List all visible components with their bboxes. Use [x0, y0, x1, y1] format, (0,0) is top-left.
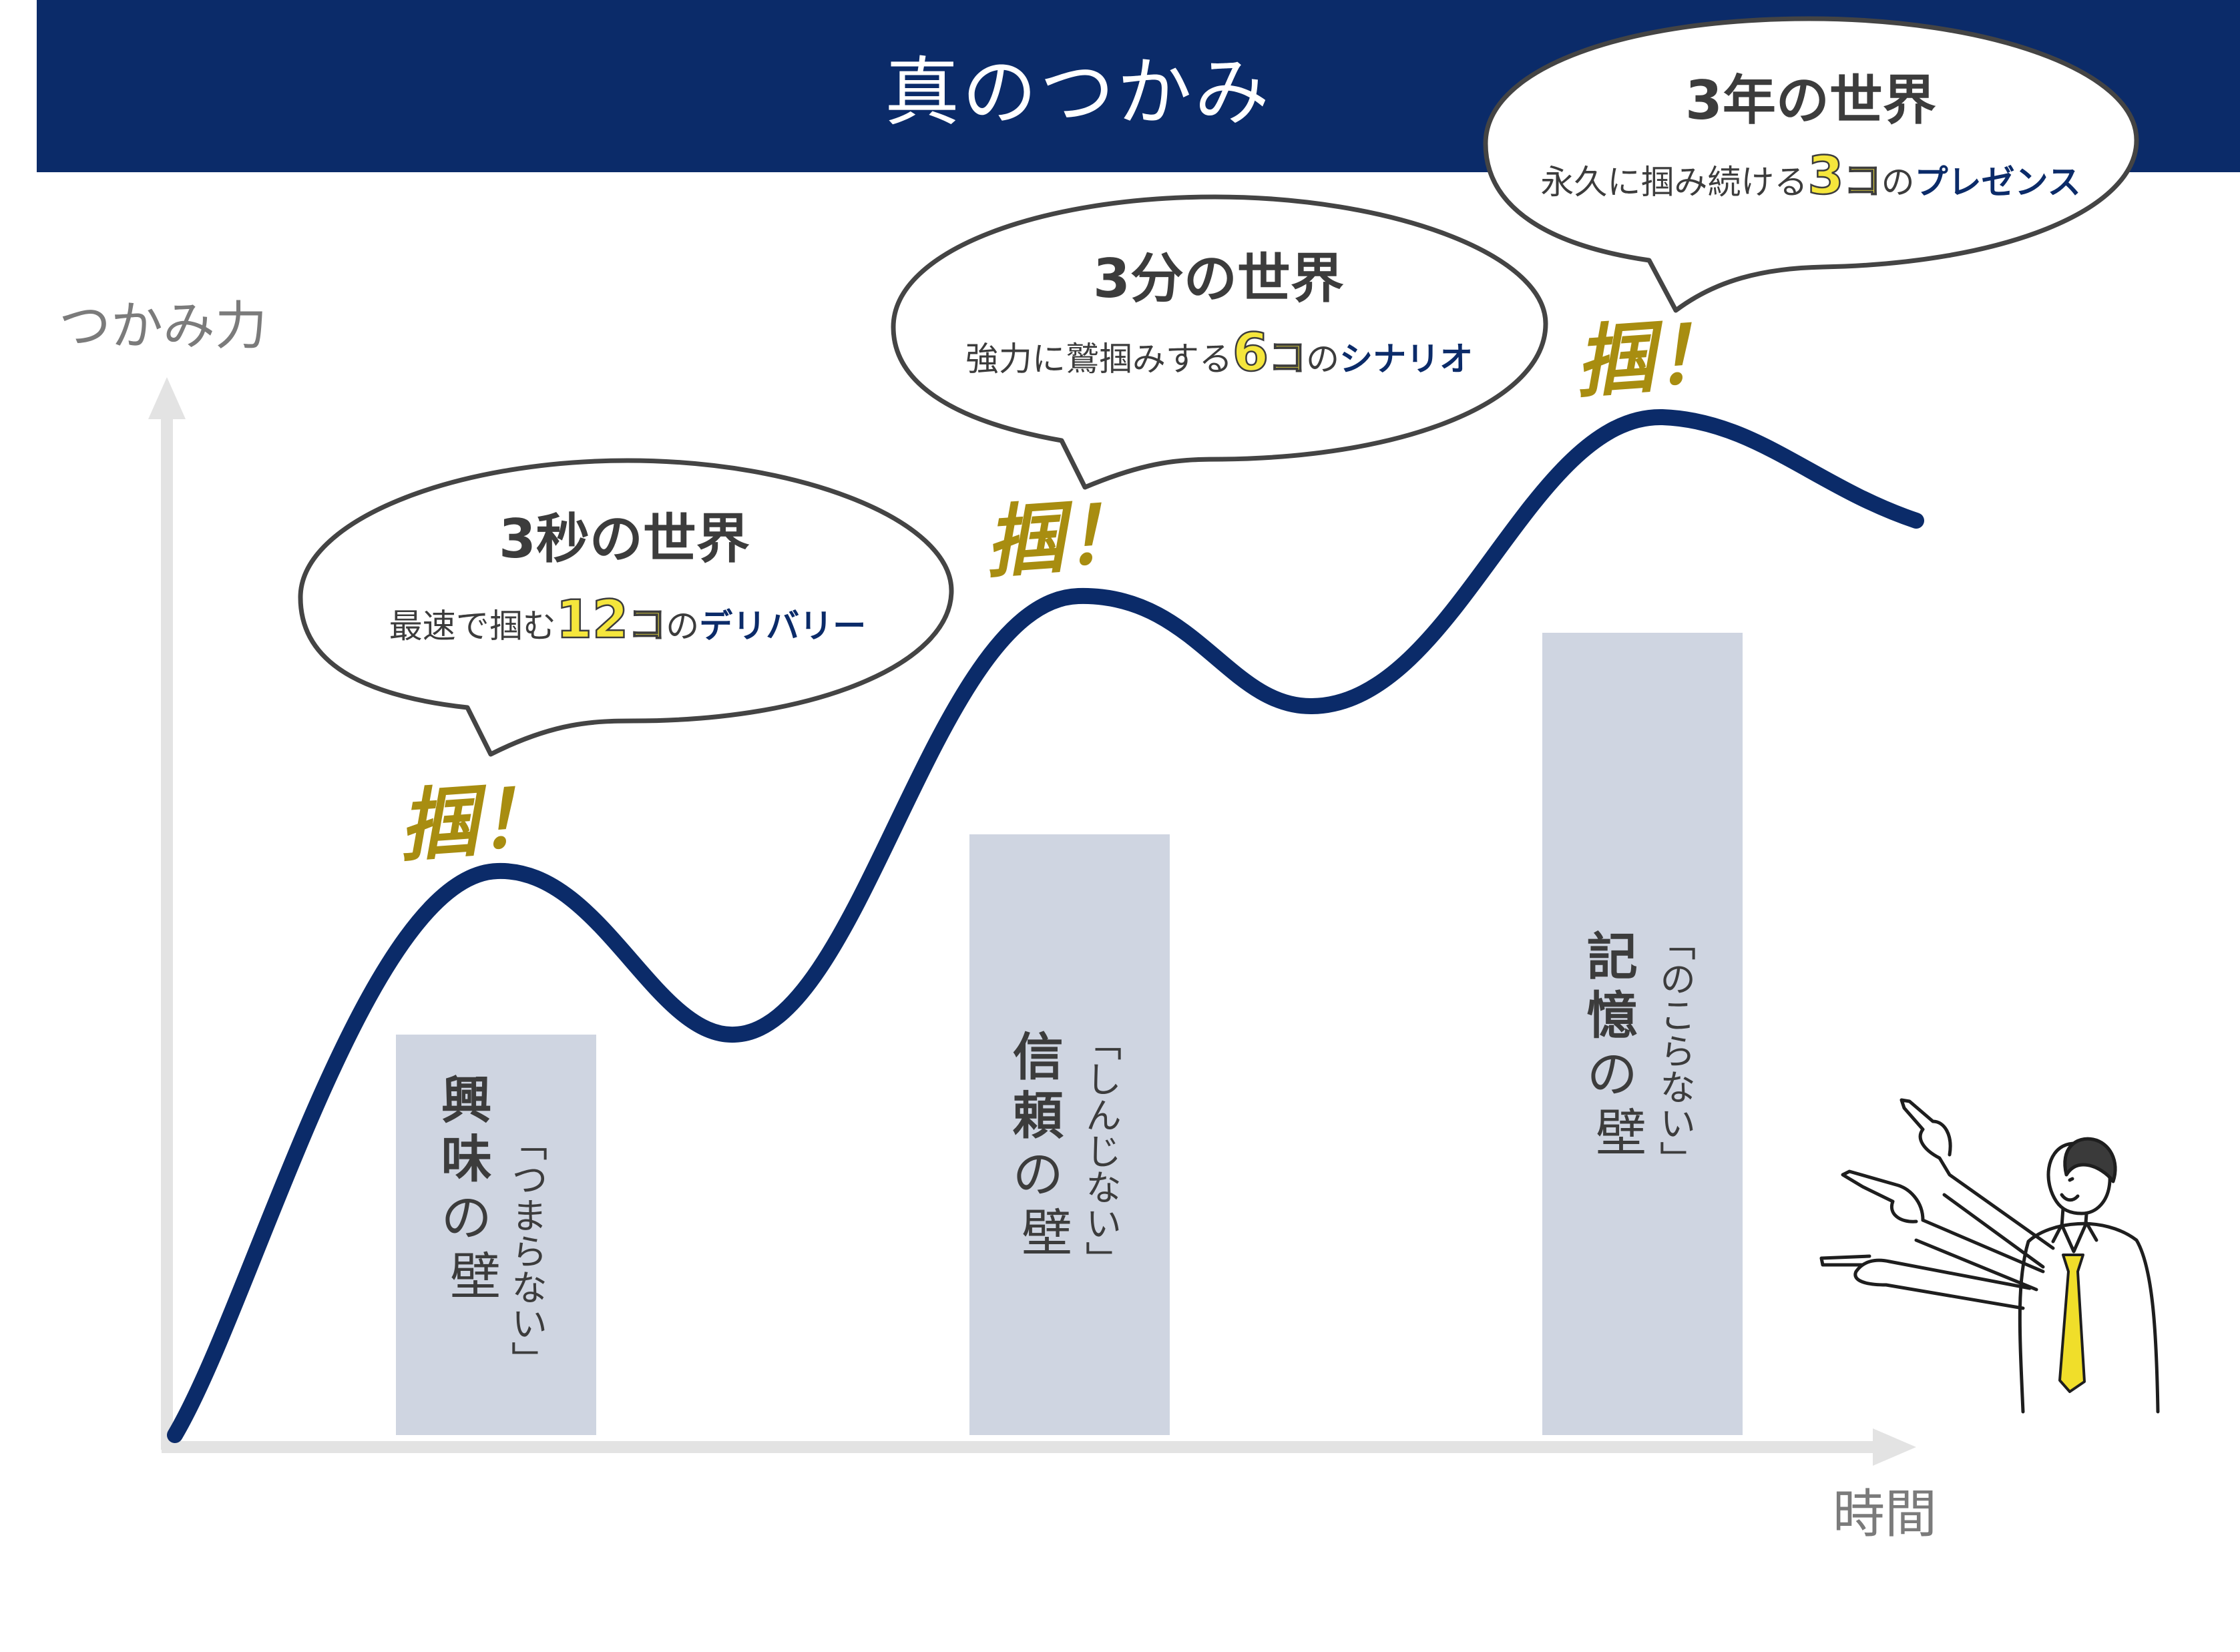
- x-axis-arrowhead: [1873, 1428, 1916, 1466]
- page-title: 真のつかみ: [885, 49, 1272, 136]
- bubble-3-highlight: プレゼンス: [1915, 163, 2081, 202]
- wall-1-char-3: の: [441, 1188, 492, 1248]
- wall-2-quote: 「しんじない」: [1080, 1025, 1122, 1277]
- bubble-1-particle: の: [666, 607, 699, 645]
- wall-3-char-4: 壁: [1596, 1103, 1646, 1163]
- bubble-3-heading: 3年の世界: [1685, 69, 1936, 131]
- bubble-2-particle: の: [1306, 340, 1339, 378]
- wall-3-char-2: 憶: [1587, 986, 1638, 1045]
- bubble-3-sub-pre: 永久に掴み続ける: [1540, 163, 1807, 202]
- wall-3-char-1: 記: [1587, 927, 1638, 987]
- bubble-2-number: 6: [1233, 323, 1269, 383]
- wall-1-name: 興 味 の 壁: [441, 1071, 509, 1306]
- wall-2: 信 頼 の 壁 「しんじない」: [969, 834, 1170, 1435]
- wall-1-char-1: 興: [441, 1071, 492, 1130]
- bubble-3-particle: の: [1881, 163, 1915, 202]
- bubble-3-number: 3: [1807, 146, 1843, 206]
- wall-1-char-2: 味: [441, 1129, 492, 1189]
- bubble-2: 3分の世界 強力に鷲掴みする6コのシナリオ: [891, 194, 1548, 490]
- bubble-2-shape: [891, 194, 1548, 490]
- exclaim-1: 掴！: [395, 770, 559, 873]
- bubble-2-unit: コ: [1269, 336, 1306, 380]
- wall-1-bar: [396, 1035, 596, 1435]
- presenter-pointing-icon: [1819, 1098, 2160, 1414]
- wall-2-char-2: 頼: [1013, 1086, 1064, 1145]
- bubble-3: 3年の世界 永久に掴み続ける3コのプレゼンス: [1483, 16, 2139, 313]
- exclaim-2: 掴！: [981, 487, 1145, 589]
- wall-1-char-4: 壁: [450, 1247, 501, 1306]
- wall-2-name: 信 頼 の 壁: [1013, 1027, 1081, 1263]
- grip-curve: [167, 408, 1924, 1443]
- bubble-1-highlight: デリバリー: [699, 607, 866, 645]
- wall-2-char-3: の: [1013, 1145, 1064, 1204]
- wall-3: 記 憶 の 壁 「のこらない」: [1542, 633, 1743, 1435]
- bubble-1-sub-pre: 最速で掴む: [389, 607, 556, 645]
- bubble-1-subtitle: 最速で掴む12コのデリバリー: [389, 590, 867, 650]
- bubble-1-shape: [298, 458, 954, 757]
- axes: つかみ力 時間: [59, 296, 1937, 1545]
- bubble-3-subtitle: 永久に掴み続ける3コのプレゼンス: [1540, 146, 2080, 206]
- wall-1-quote: 「つまらない」: [505, 1125, 547, 1377]
- wall-3-quote: 「のこらない」: [1654, 924, 1696, 1177]
- x-axis-label: 時間: [1833, 1484, 1937, 1545]
- wall-2-char-4: 壁: [1022, 1203, 1072, 1263]
- bubble-1-unit: コ: [628, 603, 666, 647]
- bubble-3-unit: コ: [1844, 160, 1881, 203]
- wall-3-bar: [1542, 633, 1743, 1435]
- exclaim-3: 掴！: [1572, 306, 1735, 409]
- bubble-2-subtitle: 強力に鷲掴みする6コのシナリオ: [965, 323, 1473, 383]
- bubble-2-sub-pre: 強力に鷲掴みする: [965, 340, 1233, 378]
- wall-1: 興 味 の 壁 「つまらない」: [396, 1035, 596, 1435]
- bubble-3-shape: [1483, 16, 2139, 313]
- wall-2-bar: [969, 834, 1170, 1435]
- bubble-1: 3秒の世界 最速で掴む12コのデリバリー: [298, 458, 954, 757]
- y-axis-label: つかみ力: [59, 296, 267, 356]
- bubble-1-heading: 3秒の世界: [499, 508, 750, 570]
- bubble-1-number: 12: [556, 590, 629, 650]
- bubble-2-heading: 3分の世界: [1093, 248, 1344, 310]
- y-axis-arrowhead: [148, 377, 186, 419]
- bubble-2-highlight: シナリオ: [1339, 340, 1473, 378]
- wall-2-char-1: 信: [1013, 1027, 1064, 1087]
- wall-3-name: 記 憶 の 壁: [1587, 927, 1655, 1163]
- wall-3-char-3: の: [1587, 1045, 1638, 1104]
